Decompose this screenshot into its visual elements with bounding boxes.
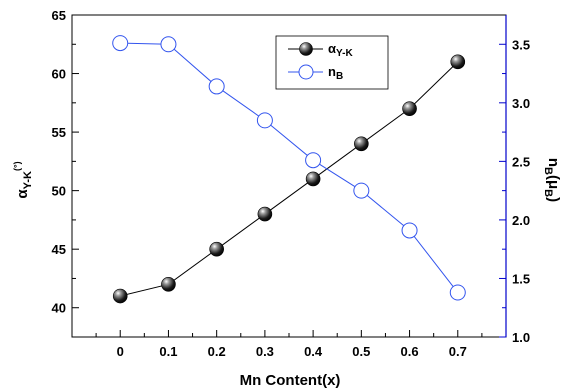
alpha-point: [257, 206, 273, 222]
left-tick-label: 65: [52, 8, 66, 23]
left-tick-label: 45: [52, 242, 66, 257]
alpha-point: [112, 288, 128, 304]
legend-marker-alpha: [299, 42, 313, 56]
left-tick-label: 60: [52, 67, 66, 82]
left-axis-title: αY-K(°): [12, 161, 34, 198]
x-tick-label: 0.6: [401, 344, 419, 359]
legend-marker-nb: [298, 64, 314, 80]
right-tick-label: 1.0: [512, 330, 530, 345]
x-tick-label: 0: [117, 344, 124, 359]
left-tick-label: 40: [52, 301, 66, 316]
series-markers: [112, 35, 466, 304]
alpha-point: [209, 241, 224, 257]
x-tick-label: 0.3: [256, 344, 274, 359]
nb-point: [208, 78, 225, 95]
x-axis-ticks: 0 0.1 0.2 0.3 0.4 0.5 0.6 0.7: [95, 330, 483, 359]
series-line-alpha: [120, 61, 459, 297]
series-line-nb: [120, 42, 459, 293]
x-axis-title: Mn Content(x): [240, 372, 341, 389]
x-tick-label: 0.5: [352, 344, 370, 359]
legend: αY-K nB: [275, 35, 389, 90]
nb-point: [449, 284, 466, 301]
right-tick-label: 1.5: [512, 271, 530, 286]
right-tick-label: 3.0: [512, 96, 530, 111]
right-tick-label: 3.5: [512, 37, 530, 52]
right-tick-label: 2.5: [512, 154, 530, 169]
x-tick-label: 0.1: [159, 344, 177, 359]
nb-point: [160, 36, 177, 53]
right-axis-title: nB(μB): [542, 158, 562, 202]
nb-point: [256, 112, 273, 129]
nb-point: [353, 182, 370, 199]
right-tick-label: 2.0: [512, 213, 530, 228]
legend-box: [275, 35, 389, 90]
legend-label-alpha: αY-K: [328, 41, 353, 59]
right-axis-ticks: 1.0 1.5 2.0 2.5 3.0 3.5: [499, 37, 530, 345]
nb-point: [112, 35, 129, 52]
legend-label-nb: nB: [328, 64, 343, 82]
series-lines: [120, 42, 459, 297]
alpha-point: [305, 171, 321, 187]
left-axis-ticks: 40 45 50 55 60 65: [52, 8, 79, 316]
alpha-point: [354, 136, 369, 152]
x-tick-label: 0.4: [304, 344, 323, 359]
alpha-point: [161, 277, 176, 292]
nb-point: [401, 222, 418, 239]
nb-point: [305, 152, 322, 169]
alpha-point: [450, 54, 466, 70]
x-tick-label: 0.7: [449, 344, 467, 359]
x-tick-label: 0.2: [208, 344, 226, 359]
left-tick-label: 50: [52, 184, 66, 199]
left-tick-label: 55: [52, 125, 66, 140]
alpha-point: [402, 101, 417, 116]
